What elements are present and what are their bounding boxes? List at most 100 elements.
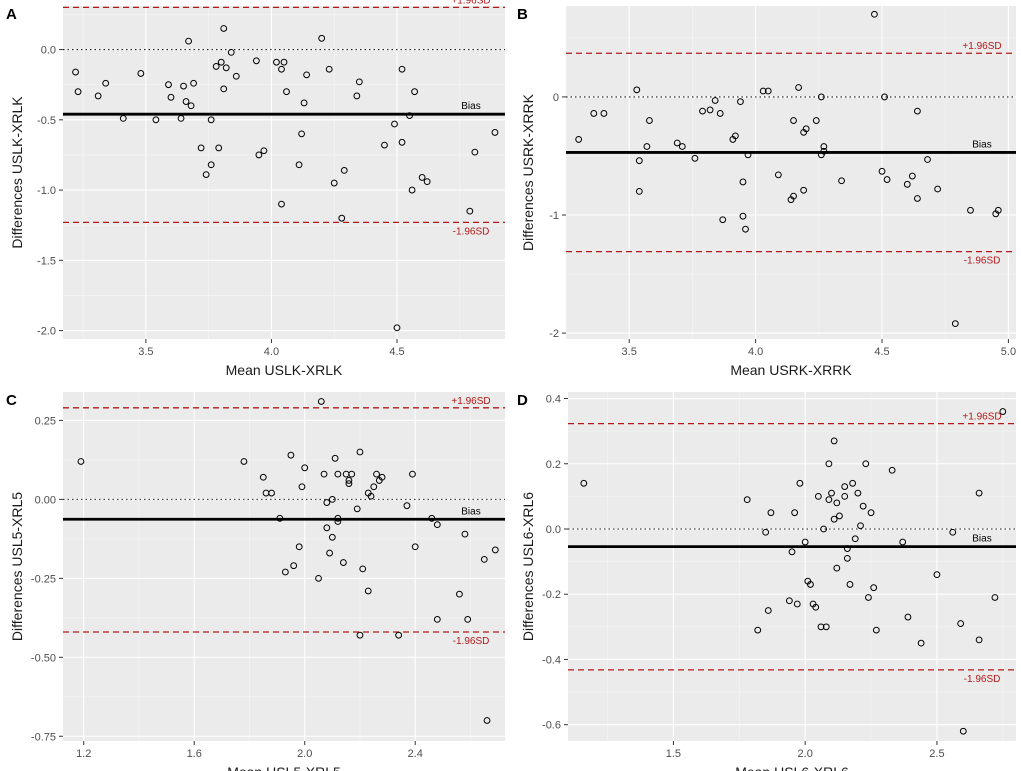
- y-tick-label: -2: [549, 328, 559, 340]
- data-point: [739, 178, 747, 186]
- data-point: [764, 87, 772, 95]
- upper-limit-label: +1.96SD: [962, 41, 1001, 52]
- data-point: [491, 546, 499, 554]
- x-axis-title: Mean USLK-XRLK: [226, 362, 343, 378]
- data-point: [957, 620, 965, 627]
- x-axis-title: Mean USL5-XRL5: [227, 764, 341, 771]
- data-point: [764, 607, 772, 614]
- data-point: [742, 225, 749, 233]
- data-point: [949, 528, 957, 536]
- x-tick-label: 2.5: [929, 748, 944, 760]
- panel-a: A 3.5 4.0 4.5 0.0 -0.5 -1.0 -1.5 -2.0 +1.96SD -1.9…: [0, 0, 510, 385]
- data-point: [914, 107, 921, 115]
- data-point: [345, 480, 353, 487]
- data-point: [817, 623, 825, 631]
- data-point: [822, 623, 830, 631]
- data-point: [480, 555, 488, 563]
- data-point: [119, 115, 127, 122]
- lower-limit-label: -1.96SD: [964, 256, 1001, 267]
- data-point: [491, 129, 499, 136]
- y-axis-title: Differences USLK-XRLK: [9, 96, 25, 249]
- data-point: [338, 214, 346, 222]
- data-point: [278, 65, 285, 73]
- data-point: [881, 93, 888, 101]
- data-point: [359, 565, 367, 573]
- data-point: [212, 63, 220, 70]
- y-tick-label: -0.50: [31, 652, 56, 664]
- data-point: [334, 470, 342, 478]
- data-point: [825, 496, 833, 504]
- data-point: [959, 727, 967, 735]
- data-point: [967, 206, 974, 214]
- data-point: [182, 98, 190, 105]
- data-point: [933, 571, 941, 579]
- x-tick-label: 1.6: [187, 748, 202, 760]
- data-point: [759, 87, 767, 95]
- data-point: [849, 479, 857, 487]
- data-point: [871, 10, 878, 18]
- data-point: [323, 499, 331, 506]
- data-point: [328, 533, 336, 541]
- data-point: [456, 590, 463, 598]
- panel-d: D 1.5 2.0 2.5 0.4 0.2 0.0 -0.2 -0.4 -0.6 +1.96SD -1…: [511, 386, 1021, 771]
- data-point: [353, 92, 361, 100]
- data-point: [767, 509, 775, 517]
- data-point: [635, 187, 643, 195]
- chart-c: C 1.2 1.6 2.0 2.4 0.25 0.00 -0.25 -0.50 -0.75 +1.9…: [6, 392, 505, 771]
- data-point: [731, 132, 739, 140]
- data-point: [72, 68, 79, 76]
- lower-limit-label: -1.96SD: [453, 226, 490, 237]
- data-point: [857, 522, 864, 530]
- data-point: [870, 584, 878, 592]
- data-point: [433, 521, 441, 529]
- data-point: [841, 483, 849, 490]
- data-point: [355, 78, 363, 86]
- data-point: [334, 518, 342, 525]
- data-point: [865, 594, 872, 601]
- data-point: [328, 495, 336, 503]
- data-point: [409, 470, 416, 478]
- x-tick-label: 1.2: [76, 748, 91, 760]
- data-point: [74, 88, 82, 96]
- data-point: [575, 136, 583, 143]
- data-point: [820, 525, 828, 533]
- data-point: [841, 492, 849, 500]
- data-point: [433, 616, 441, 623]
- data-point: [290, 562, 298, 570]
- plot-background: [568, 392, 1016, 741]
- data-point: [800, 186, 808, 194]
- data-point: [167, 93, 175, 101]
- data-point: [828, 489, 835, 497]
- data-point: [762, 528, 770, 536]
- bias-label: Bias: [972, 534, 991, 545]
- data-point: [331, 454, 339, 462]
- data-point: [859, 502, 867, 510]
- data-point: [743, 496, 751, 504]
- data-point: [788, 548, 796, 556]
- data-point: [883, 176, 891, 183]
- data-point: [461, 530, 469, 538]
- data-point: [393, 324, 401, 332]
- data-point: [185, 37, 192, 45]
- data-point: [678, 143, 686, 150]
- data-point: [220, 25, 228, 32]
- data-point: [240, 458, 248, 465]
- data-point: [177, 115, 185, 122]
- data-point: [190, 79, 197, 87]
- data-point: [298, 130, 305, 138]
- data-point: [325, 65, 333, 73]
- data-point: [836, 512, 843, 520]
- data-point: [711, 97, 719, 104]
- data-point: [846, 581, 854, 588]
- data-point: [706, 106, 714, 114]
- bias-label: Bias: [461, 101, 480, 112]
- y-tick-label: -0.6: [542, 720, 561, 732]
- data-point: [353, 505, 361, 513]
- upper-limit-label: +1.96SD: [451, 396, 490, 407]
- x-tick-label: 4.5: [874, 346, 889, 358]
- plot-background: [566, 6, 1016, 339]
- data-point: [259, 473, 267, 481]
- y-tick-label: -1.0: [37, 185, 56, 197]
- y-tick-label: 0.0: [41, 45, 56, 57]
- y-tick-label: -1: [549, 210, 559, 222]
